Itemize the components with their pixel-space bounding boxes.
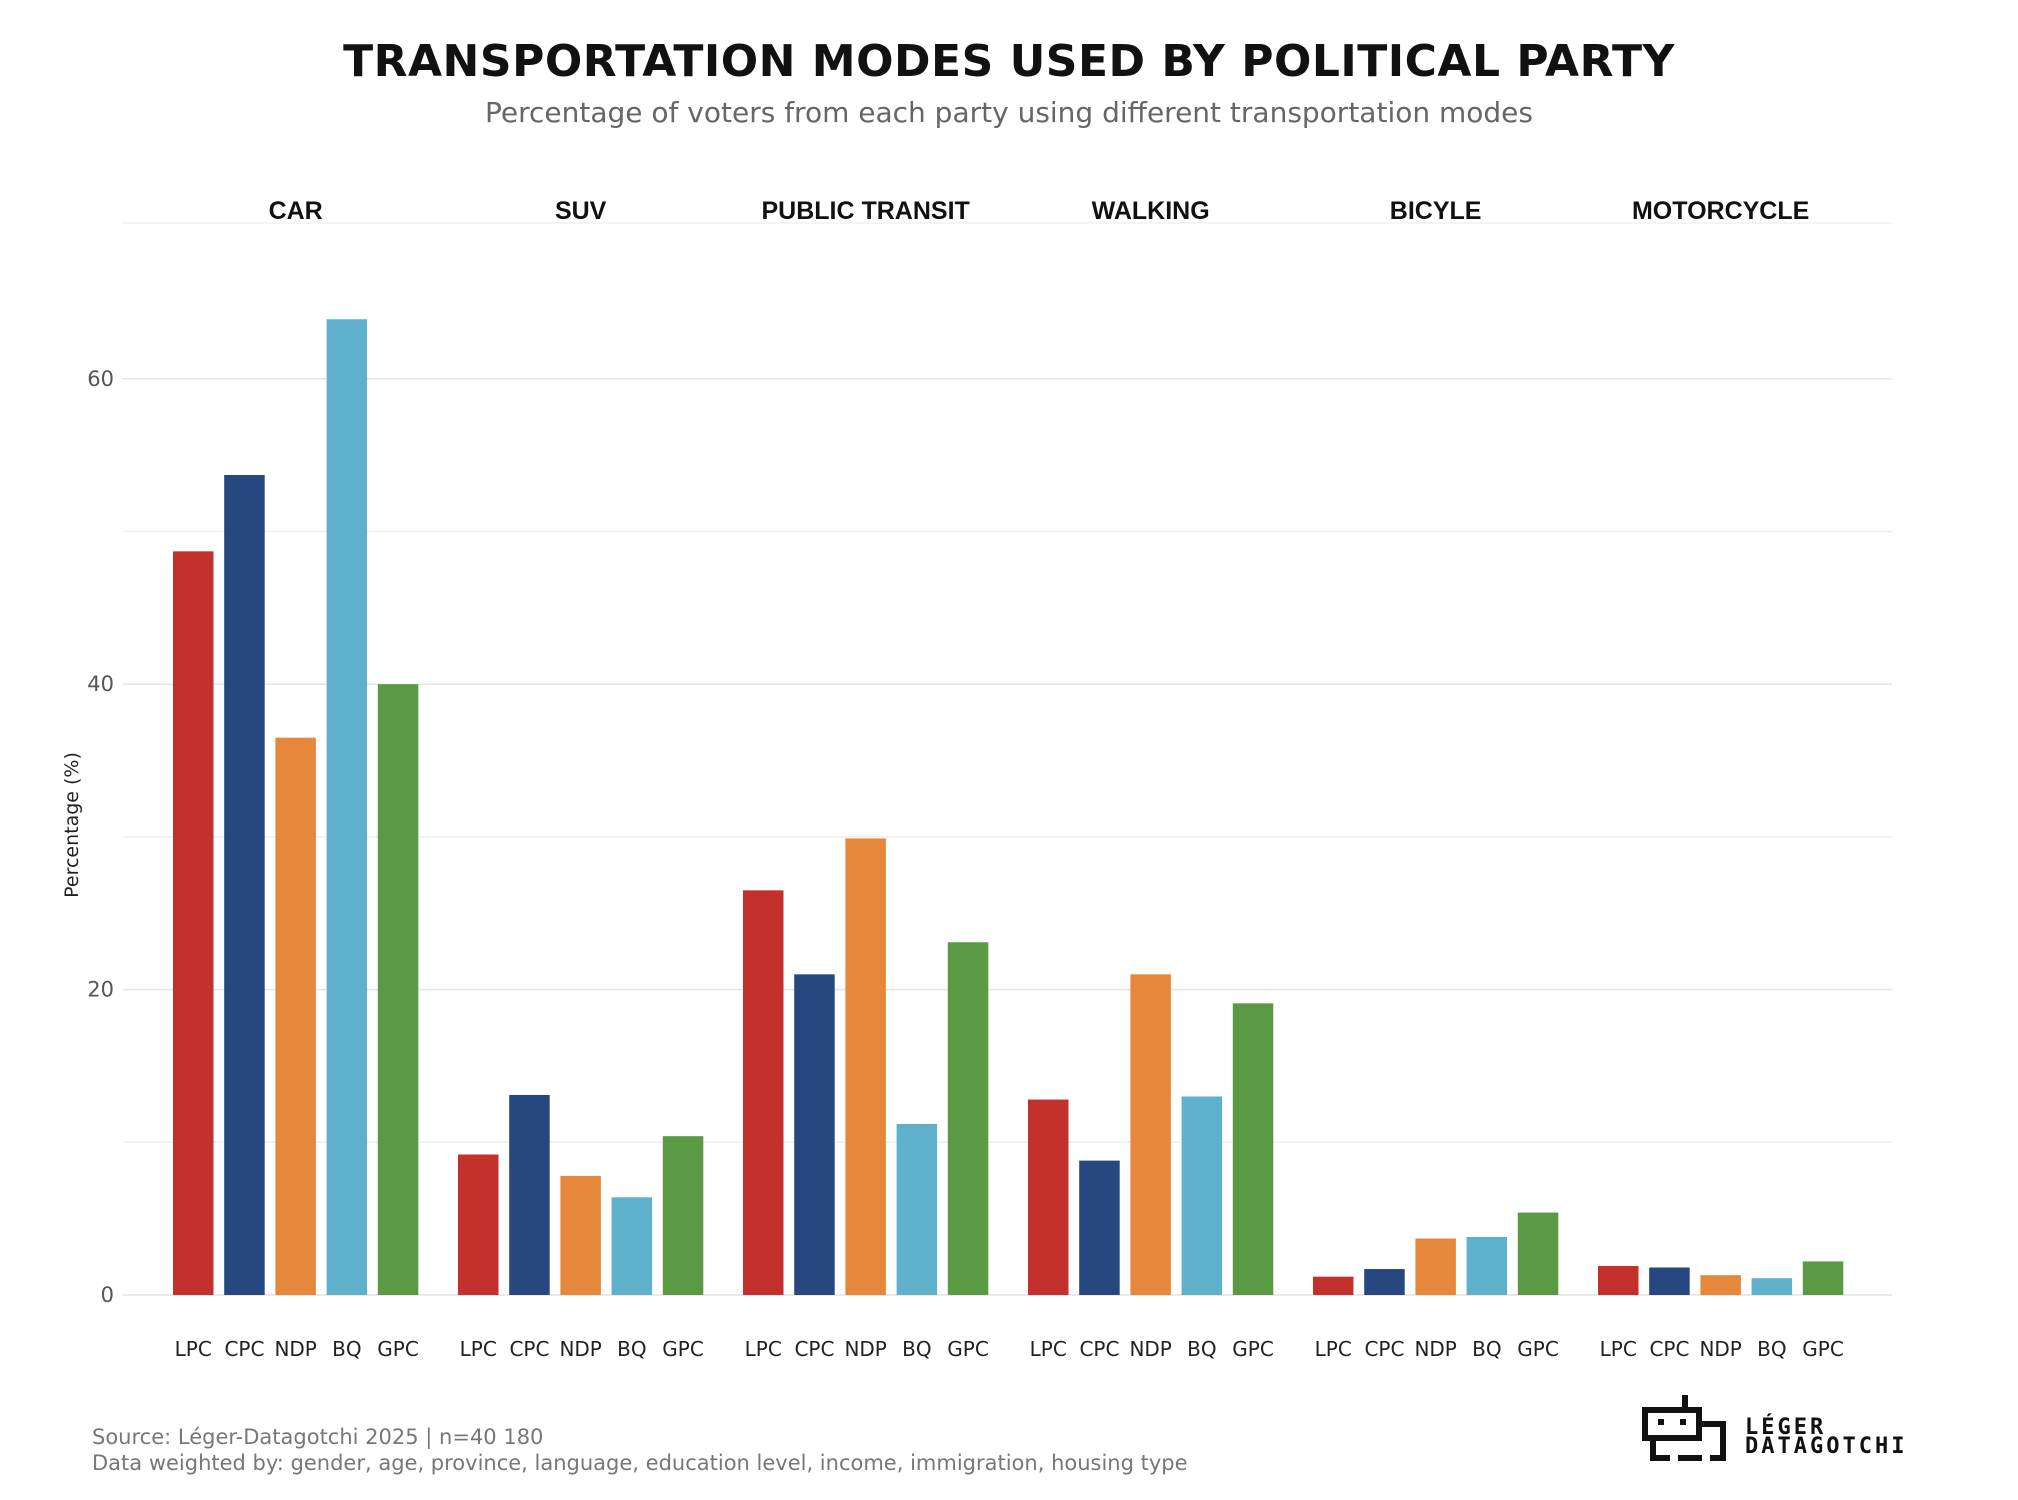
- x-tick-label: GPC: [1232, 1337, 1274, 1361]
- bar: [1649, 1267, 1690, 1295]
- x-tick-label: GPC: [662, 1337, 704, 1361]
- logo-wordmark: LÉGER DATAGOTCHI: [1745, 1415, 1908, 1459]
- weighting-note: Data weighted by: gender, age, province,…: [92, 1451, 1188, 1475]
- bar: [1751, 1278, 1793, 1295]
- bar: [1232, 1003, 1274, 1295]
- bar: [326, 319, 368, 1295]
- source-note: Source: Léger-Datagotchi 2025 | n=40 180: [92, 1425, 544, 1449]
- x-axis-ticks: LPC CPC NDP BQ GPC LPC CPC NDP BQ GPC LPC CPC NDP BQ G…: [175, 1337, 1844, 1361]
- x-tick-label: LPC: [745, 1337, 782, 1361]
- x-tick-label: GPC: [947, 1337, 989, 1361]
- logo-line-2: DATAGOTCHI: [1745, 1434, 1908, 1459]
- facet-label: MOTORCYCLE: [1632, 197, 1809, 225]
- x-tick-label: NDP: [274, 1337, 316, 1361]
- y-tick-label: 60: [87, 367, 114, 391]
- x-tick-label: CPC: [1364, 1337, 1404, 1361]
- x-tick-label: NDP: [1699, 1337, 1741, 1361]
- bar: [173, 551, 214, 1295]
- bar: [224, 475, 265, 1296]
- facet-label: BICYLE: [1390, 197, 1482, 225]
- bar: [1466, 1236, 1508, 1295]
- x-tick-label: BQ: [1187, 1337, 1216, 1361]
- bar: [1028, 1099, 1069, 1295]
- x-tick-label: CPC: [794, 1337, 834, 1361]
- facet-label: CAR: [269, 197, 323, 225]
- bar: [1364, 1269, 1405, 1295]
- bar: [743, 890, 784, 1295]
- bar: [458, 1154, 499, 1295]
- y-tick-label: 20: [87, 978, 114, 1002]
- x-tick-label: CPC: [224, 1337, 264, 1361]
- bar: [611, 1197, 653, 1295]
- x-tick-label: NDP: [1414, 1337, 1456, 1361]
- bar: [947, 942, 989, 1295]
- x-tick-label: GPC: [377, 1337, 419, 1361]
- bar: [1181, 1096, 1223, 1295]
- x-tick-label: BQ: [902, 1337, 931, 1361]
- facet-label: SUV: [555, 197, 607, 225]
- bar: [377, 684, 419, 1295]
- x-tick-label: LPC: [175, 1337, 212, 1361]
- bar: [1130, 974, 1171, 1295]
- chart-title: TRANSPORTATION MODES USED BY POLITICAL P…: [343, 36, 1675, 87]
- bar: [1700, 1275, 1741, 1295]
- y-axis-label: Percentage (%): [61, 752, 83, 898]
- facet-label: WALKING: [1092, 197, 1210, 225]
- x-tick-label: LPC: [1030, 1337, 1067, 1361]
- y-tick-label: 40: [87, 672, 114, 696]
- x-tick-label: LPC: [1600, 1337, 1637, 1361]
- bar: [275, 737, 316, 1295]
- facet-label: PUBLIC TRANSIT: [761, 197, 969, 225]
- x-tick-label: BQ: [1757, 1337, 1786, 1361]
- bar: [509, 1094, 550, 1295]
- x-tick-label: LPC: [1315, 1337, 1352, 1361]
- x-tick-label: BQ: [332, 1337, 361, 1361]
- bar: [1415, 1238, 1456, 1295]
- datagotchi-logo-icon: [1642, 1395, 1726, 1461]
- x-tick-label: NDP: [559, 1337, 601, 1361]
- bar: [560, 1175, 601, 1295]
- x-tick-label: GPC: [1517, 1337, 1559, 1361]
- bar: [1598, 1265, 1639, 1295]
- bars: [173, 319, 1844, 1296]
- x-tick-label: GPC: [1802, 1337, 1844, 1361]
- x-tick-label: NDP: [844, 1337, 886, 1361]
- footer: Source: Léger-Datagotchi 2025 | n=40 180…: [92, 1424, 1188, 1476]
- bar: [1313, 1276, 1354, 1295]
- y-tick-label: 0: [101, 1283, 114, 1307]
- bar: [1517, 1212, 1559, 1295]
- bar: [1079, 1160, 1120, 1295]
- chart-subtitle: Percentage of voters from each party usi…: [484, 96, 1533, 129]
- x-tick-label: CPC: [1649, 1337, 1689, 1361]
- y-axis-ticks: 0 20 40 60: [87, 367, 114, 1307]
- facet-strips: CAR SUV PUBLIC TRANSIT WALKING BICYLE MOTORCY…: [269, 197, 1810, 225]
- x-tick-label: LPC: [460, 1337, 497, 1361]
- bar: [896, 1123, 938, 1295]
- bar: [794, 974, 835, 1295]
- logo-line-1: LÉGER: [1745, 1415, 1827, 1440]
- x-tick-label: CPC: [509, 1337, 549, 1361]
- x-tick-label: BQ: [1472, 1337, 1501, 1361]
- bar: [845, 838, 886, 1295]
- bar: [662, 1136, 704, 1295]
- x-tick-label: BQ: [617, 1337, 646, 1361]
- x-tick-label: NDP: [1129, 1337, 1171, 1361]
- x-tick-label: CPC: [1079, 1337, 1119, 1361]
- bar: [1802, 1261, 1844, 1295]
